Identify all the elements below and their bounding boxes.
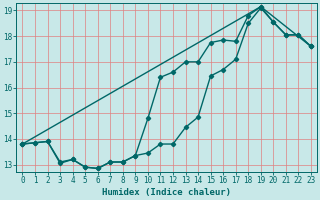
X-axis label: Humidex (Indice chaleur): Humidex (Indice chaleur) — [102, 188, 231, 197]
